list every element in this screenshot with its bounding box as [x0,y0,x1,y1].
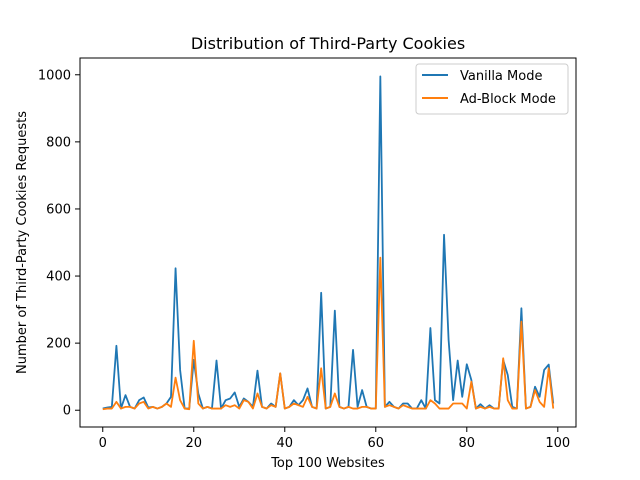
legend-box [415,63,569,115]
x-tick-label: 20 [185,436,202,451]
x-tick-label: 100 [545,436,570,451]
y-tick-label: 600 [46,202,71,217]
x-tick-label: 40 [276,436,293,451]
x-axis-label: Top 100 Websites [270,456,385,471]
x-tick-label: 80 [459,436,476,451]
legend: Vanilla Mode Ad-Block Mode [415,63,569,115]
y-axis-ticks: 0 200 400 600 800 1000 [38,68,80,419]
series-line-ad-block-mode [102,256,555,411]
y-tick-label: 0 [63,404,71,419]
x-tick-label: 0 [99,436,107,451]
legend-label-adblock: Ad-Block Mode [460,92,556,107]
y-tick-label: 400 [46,270,71,285]
y-tick-label: 200 [46,337,71,352]
legend-label-vanilla: Vanilla Mode [460,69,542,84]
x-tick-label: 60 [368,436,385,451]
y-axis-label: Number of Third-Party Cookies Requests [15,111,30,374]
plot-frame [79,57,577,428]
x-axis-ticks: 0 20 40 60 80 100 [99,427,570,451]
y-tick-label: 1000 [38,68,71,83]
y-tick-label: 800 [46,135,71,150]
chart-title: Distribution of Third-Party Cookies [191,34,465,53]
plot-area [102,75,555,411]
